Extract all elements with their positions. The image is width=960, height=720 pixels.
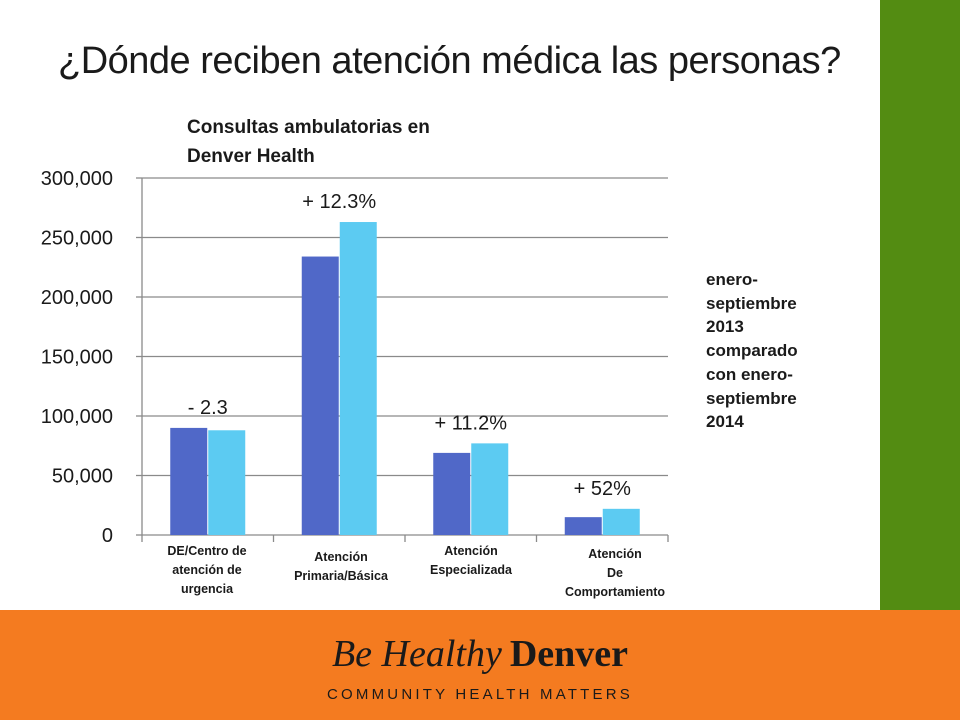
brand-be-healthy: Be Healthy [331, 633, 502, 675]
bar-2013 [433, 452, 471, 535]
category-label-line: Atención [314, 550, 368, 564]
side-note-line: comparado [706, 341, 798, 361]
change-annotation: - 2.3 [188, 397, 228, 419]
slide-title: ¿Dónde reciben atención médica las perso… [58, 40, 841, 82]
y-tick-label: 250,000 [41, 228, 113, 250]
side-note-line: septiembre [706, 388, 797, 408]
bar-2013 [564, 517, 602, 535]
brand-tagline: COMMUNITY HEALTH MATTERS [327, 686, 633, 703]
bar-2014 [602, 508, 640, 535]
bar-2014 [339, 222, 377, 535]
brand-logo: Be Healthy Denver [0, 632, 960, 676]
category-label-urgencia: DE/Centro de atención de urgencia [148, 542, 266, 599]
category-label-comportamiento: Atención De Comportamiento [550, 545, 680, 602]
category-label-line: Comportamiento [565, 585, 665, 599]
y-tick-label: 50,000 [52, 466, 113, 488]
category-label-line: atención de [172, 563, 242, 577]
category-label-line: Primaria/Básica [294, 569, 388, 583]
category-label-line: urgencia [180, 582, 234, 596]
side-note: enero- septiembre 2013 comparado con ene… [706, 268, 836, 434]
bar-2014 [471, 443, 509, 535]
y-tick-label: 200,000 [41, 287, 113, 309]
category-label-line: De [607, 566, 623, 580]
category-label-line: Atención [444, 544, 498, 558]
bar-2013 [301, 256, 339, 535]
chart-title-line-1: Consultas ambulatorias en [187, 117, 430, 138]
change-annotation: + 12.3% [302, 191, 376, 213]
y-tick-label: 0 [102, 525, 113, 547]
side-note-line: con enero- [706, 364, 793, 384]
side-accent-bar [880, 0, 960, 610]
y-tick-label: 150,000 [41, 347, 113, 369]
chart-title-line-2: Denver Health [187, 146, 315, 167]
category-label-line: DE/Centro de [167, 544, 247, 558]
side-note-line: 2013 [706, 317, 744, 337]
side-note-line: enero- [706, 270, 758, 289]
side-note-line: septiembre [706, 293, 797, 313]
bar-2013 [170, 427, 208, 535]
category-label-line: Atención [588, 547, 642, 561]
y-tick-label: 300,000 [41, 168, 113, 190]
category-label-especializada: Atención Especializada [412, 542, 530, 580]
footer-band [0, 610, 960, 720]
change-annotation: + 52% [574, 478, 631, 500]
category-label-line: Especializada [430, 563, 512, 577]
change-annotation: + 11.2% [435, 412, 508, 434]
bar-chart: 300,000 250,000 200,000 150,000 100,000 50,00… [41, 168, 669, 547]
category-label-primaria: Atención Primaria/Básica [278, 548, 404, 586]
y-tick-label: 100,000 [41, 406, 113, 428]
bar-2014 [208, 430, 246, 535]
chart-title: Consultas ambulatorias en Denver Health [187, 113, 430, 171]
side-note-line: 2014 [706, 412, 744, 432]
brand-denver: Denver [509, 633, 629, 675]
